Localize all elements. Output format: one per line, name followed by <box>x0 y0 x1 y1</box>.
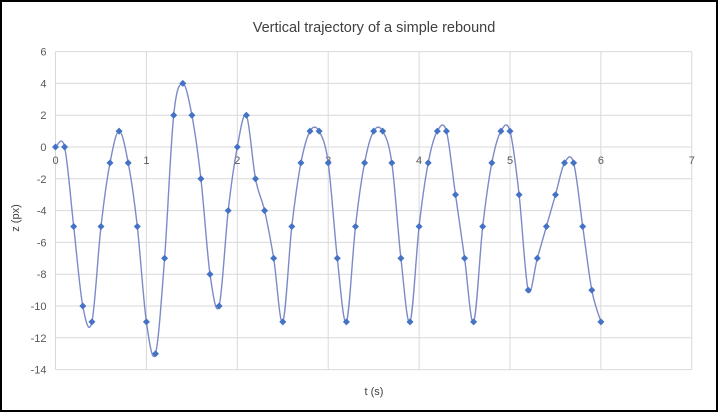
data-point-marker <box>324 159 332 167</box>
data-point-marker <box>88 318 96 326</box>
data-point-marker <box>461 254 469 262</box>
data-point-marker <box>361 159 369 167</box>
data-point-marker <box>342 318 350 326</box>
data-point-marker <box>406 318 414 326</box>
data-point-marker <box>288 223 296 230</box>
data-point-marker <box>333 254 341 262</box>
data-point-marker <box>433 127 441 135</box>
data-point-marker <box>233 143 241 151</box>
y-tick-label: -2 <box>37 174 47 186</box>
chart-title: Vertical trajectory of a simple rebound <box>252 20 496 36</box>
data-point-marker <box>488 159 496 167</box>
data-point-marker <box>370 127 378 135</box>
y-tick-label: 0 <box>40 142 46 154</box>
data-point-marker <box>161 254 169 262</box>
y-axis-title: z (px) <box>10 204 22 232</box>
data-point-marker <box>561 159 568 167</box>
data-point-marker <box>188 111 196 119</box>
data-point-marker <box>215 302 223 310</box>
y-tick-label: -8 <box>37 269 47 281</box>
data-point-marker <box>70 223 78 230</box>
x-tick-label: 4 <box>416 155 422 167</box>
data-point-marker <box>479 223 487 230</box>
data-point-marker <box>542 223 550 230</box>
data-point-marker <box>52 143 59 151</box>
data-point-marker <box>533 254 541 262</box>
data-point-marker <box>124 159 132 167</box>
y-tick-label: 2 <box>40 110 46 122</box>
data-point-marker <box>506 127 514 135</box>
data-point-marker <box>497 127 505 135</box>
data-point-marker <box>224 207 232 215</box>
data-point-marker <box>570 159 578 167</box>
data-point-marker <box>242 111 250 119</box>
data-point-marker <box>170 111 178 119</box>
x-tick-label: 1 <box>143 155 149 167</box>
y-tick-label: 6 <box>40 47 46 59</box>
x-tick-label: 2 <box>234 155 240 167</box>
data-point-marker <box>142 318 150 326</box>
data-point-marker <box>388 159 396 167</box>
y-tick-label: -12 <box>31 333 47 345</box>
data-point-marker <box>415 223 423 230</box>
y-tick-label: -10 <box>31 301 47 313</box>
data-point-marker <box>379 127 387 135</box>
data-point-marker <box>79 302 87 310</box>
data-point-marker <box>297 159 305 167</box>
data-point-marker <box>61 143 69 151</box>
data-point-marker <box>179 79 187 87</box>
x-tick-label: 6 <box>598 155 604 167</box>
y-tick-label: -14 <box>31 365 47 377</box>
data-point-marker <box>106 159 114 167</box>
data-point-marker <box>133 223 141 230</box>
data-point-marker <box>270 254 278 262</box>
data-point-marker <box>515 191 523 199</box>
data-point-marker <box>261 207 269 215</box>
y-tick-label: -6 <box>37 237 47 249</box>
data-point-marker <box>470 318 478 326</box>
x-axis-title: t (s) <box>364 386 384 398</box>
data-point-marker <box>424 159 432 167</box>
data-point-marker <box>452 191 459 199</box>
data-point-marker <box>597 318 605 326</box>
x-tick-label: 5 <box>507 155 513 167</box>
x-tick-label: 0 <box>52 155 58 167</box>
data-point-marker <box>279 318 287 326</box>
x-tick-label: 7 <box>689 155 695 167</box>
data-point-marker <box>97 223 105 230</box>
data-point-marker <box>152 350 159 358</box>
data-point-marker <box>397 254 405 262</box>
data-point-marker <box>352 223 359 230</box>
data-point-marker <box>197 175 205 183</box>
y-tick-label: 4 <box>40 78 46 90</box>
data-point-marker <box>588 286 596 294</box>
data-point-marker <box>315 127 323 135</box>
data-point-marker <box>306 127 314 135</box>
data-point-marker <box>206 270 214 278</box>
data-point-marker <box>524 286 532 294</box>
data-point-marker <box>552 191 559 199</box>
data-point-marker <box>579 223 587 230</box>
data-point-marker <box>442 127 450 135</box>
data-point-marker <box>252 175 259 183</box>
data-point-marker <box>115 127 123 135</box>
y-tick-label: -4 <box>37 206 47 218</box>
